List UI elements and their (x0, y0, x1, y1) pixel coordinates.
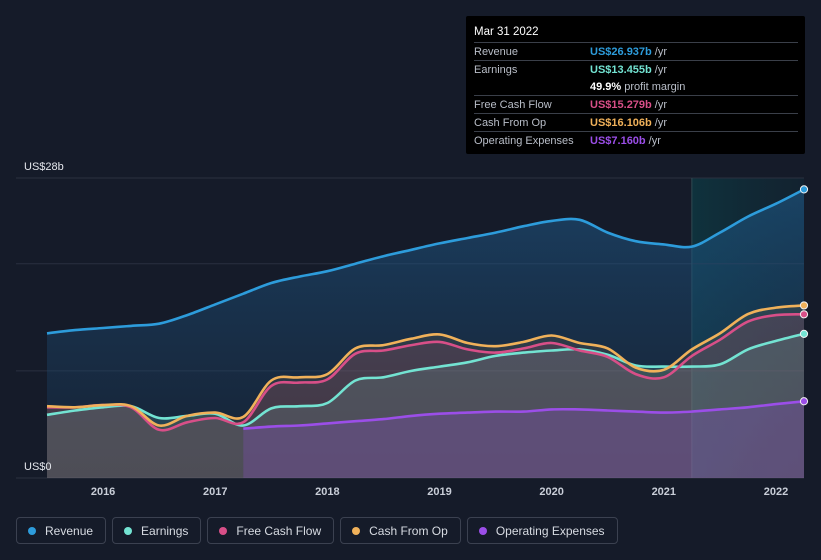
legend-label: Operating Expenses (495, 523, 605, 538)
cash-from-op-end-point (799, 301, 809, 310)
tooltip-row-value: US$26.937b (590, 45, 652, 58)
tooltip-date: Mar 31 2022 (474, 26, 539, 38)
chart-area: US$28b US$0 2016 2017 2018 2019 2020 2021 2022 (16, 161, 809, 498)
revenue-area (47, 189, 804, 478)
cash-from-op-area (47, 305, 804, 478)
tooltip-row-label: Cash From Op (474, 116, 547, 129)
tooltip-row: Operating Expenses US$7.160b/yr (474, 131, 798, 149)
tooltip-row-label: Revenue (474, 45, 519, 58)
legend-label: Cash From Op (369, 523, 448, 538)
tooltip-row-unit: profit margin (624, 80, 686, 93)
legend-item-operating-expenses[interactable]: Operating Expenses (466, 517, 618, 544)
tooltip-row-label: Free Cash Flow (474, 98, 552, 111)
earnings-end-point (799, 329, 809, 338)
x-tick-label: 2022 (764, 486, 788, 498)
tooltip-rows: Revenue US$26.937b/yr Earnings US$13.455b/y… (474, 42, 798, 149)
tooltip-row-label: Operating Expenses (474, 134, 574, 147)
tooltip-row: Free Cash Flow US$15.279b/yr (474, 95, 798, 113)
legend-label: Revenue (45, 523, 94, 538)
tooltip-row-unit: /yr (648, 134, 661, 147)
operating-expenses-line (243, 400, 805, 430)
earnings-area (47, 333, 804, 478)
free-cash-flow-line (46, 312, 805, 432)
tooltip-row-label: Earnings (474, 63, 518, 76)
tooltip-row-unit: /yr (654, 98, 667, 111)
x-axis-ticks: 2016 2017 2018 2019 2020 2021 2022 (91, 486, 788, 498)
series-lines (46, 188, 805, 432)
legend-dot-icon (352, 526, 361, 535)
tooltip-row-value: US$16.106b (590, 116, 652, 129)
legend-dot-icon (28, 526, 36, 535)
legend-dot-icon (124, 526, 133, 535)
hover-tooltip: Mar 31 2022 Revenue US$26.937b/yr Earnings… (466, 16, 805, 154)
x-tick-label: 2018 (315, 486, 339, 498)
tooltip-row-value: 49.9% (590, 80, 622, 93)
tooltip-row-unit: /yr (654, 116, 667, 129)
revenue-end-point (799, 185, 809, 194)
legend-item-cash-from-op[interactable]: Cash From Op (340, 517, 461, 544)
tooltip-row: 49.9% profit margin (474, 78, 798, 95)
legend-label: Earnings (141, 523, 189, 538)
y-axis-bottom-label: US$0 (24, 461, 52, 473)
series-areas (47, 189, 805, 478)
legend-dot-icon (478, 526, 487, 535)
tooltip-row: Revenue US$26.937b/yr (474, 42, 798, 60)
legend-label: Free Cash Flow (236, 523, 322, 538)
tooltip-row-unit: /yr (654, 45, 667, 58)
tooltip-row-unit: /yr (654, 63, 667, 76)
legend-item-earnings[interactable]: Earnings (112, 517, 202, 544)
free-cash-flow-area (47, 314, 804, 478)
tooltip-row-value: US$13.455b (590, 63, 652, 76)
legend-item-free-cash-flow[interactable]: Free Cash Flow (207, 517, 335, 544)
tooltip-row: Cash From Op US$16.106b/yr (474, 113, 798, 131)
chart-legend: Revenue Earnings Free Cash Flow Cash From O… (16, 517, 618, 544)
tooltip-row-value: US$7.160b (590, 134, 646, 147)
tooltip-row-value: US$15.279b (590, 98, 652, 111)
x-tick-label: 2021 (652, 486, 676, 498)
x-tick-label: 2017 (203, 486, 227, 498)
x-tick-label: 2016 (91, 486, 115, 498)
cash-from-op-line (46, 304, 805, 427)
series-end-points (799, 185, 809, 406)
operating-expenses-end-point (799, 397, 809, 406)
free-cash-flow-end-point (799, 310, 809, 319)
tooltip-row: Earnings US$13.455b/yr (474, 60, 798, 78)
legend-item-revenue[interactable]: Revenue (16, 517, 107, 544)
x-tick-label: 2020 (539, 486, 563, 498)
y-axis-top-label: US$28b (24, 161, 64, 173)
revenue-line (46, 188, 805, 335)
x-tick-label: 2019 (427, 486, 451, 498)
legend-dot-icon (219, 526, 228, 535)
operating-expenses-area (243, 401, 805, 478)
